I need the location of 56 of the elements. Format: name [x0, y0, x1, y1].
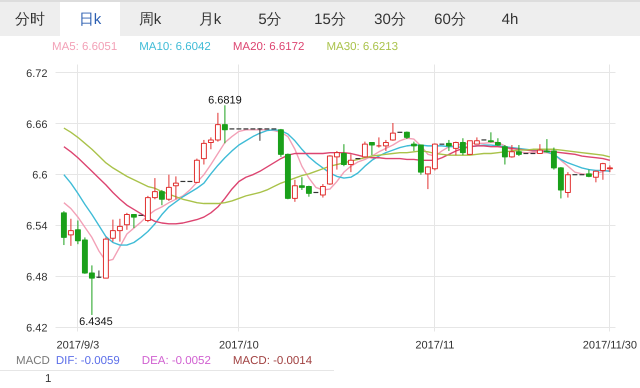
text: MA5: 6.6051	[52, 41, 118, 53]
candlestick	[166, 174, 172, 202]
candlestick	[536, 144, 543, 154]
text: MACD	[16, 355, 50, 367]
text: 日k	[60, 2, 120, 38]
candlestick	[200, 139, 207, 166]
candlestick	[172, 176, 179, 200]
text: 15分	[313, 10, 347, 30]
text: MACD: -0.0014	[232, 355, 312, 367]
candlestick	[340, 144, 347, 167]
text: 5分	[257, 10, 283, 30]
x-tick-label: 2017/10	[219, 340, 259, 352]
text: DEA: -0.0052	[142, 355, 211, 367]
candlestick	[368, 142, 375, 156]
annotation: 6.6819	[208, 94, 242, 106]
text: DIF: -0.0059	[56, 355, 120, 367]
text: MA20: 6.6172	[232, 41, 304, 53]
text: 30分	[373, 10, 407, 30]
candlestick	[446, 139, 452, 152]
text: 60分	[433, 10, 467, 30]
candlestick	[158, 189, 165, 206]
candlestick	[194, 158, 200, 184]
y-tick-label: 6.48	[26, 271, 48, 284]
candlestick	[452, 141, 459, 156]
candlestick	[592, 170, 599, 183]
candlestick	[508, 144, 515, 158]
text: 分时	[14, 10, 46, 30]
text: 4h	[500, 10, 520, 30]
y-tick-label: 6.42	[26, 322, 48, 334]
candlestick	[564, 172, 571, 198]
candlestick	[362, 141, 368, 158]
text: 月k	[198, 10, 222, 30]
text: 1	[0, 371, 334, 388]
candlestick	[390, 122, 396, 142]
y-tick-label: 6.66	[26, 118, 48, 131]
candlestick	[68, 218, 74, 246]
y-tick-label: 6.72	[26, 68, 48, 80]
candlestick	[348, 154, 354, 173]
candlestick	[516, 144, 522, 157]
candlestick	[130, 214, 137, 229]
text: MA30: 6.6213	[326, 41, 398, 53]
line-series	[63, 127, 611, 204]
candlestick	[124, 212, 130, 230]
candlestick	[320, 184, 326, 198]
candlestick	[502, 144, 508, 166]
text: 周k	[138, 10, 162, 30]
text: MA10: 6.6042	[139, 41, 211, 53]
candlestick	[222, 104, 228, 144]
annotation: 6.4345	[79, 316, 113, 328]
y-tick-label: 6.6	[32, 170, 48, 182]
x-tick-label: 2017/9/3	[56, 340, 100, 352]
x-tick-label: 2017/11/30	[582, 340, 638, 352]
candlestick	[292, 179, 298, 202]
y-tick-label: 6.54	[26, 220, 48, 233]
candlestick	[460, 138, 466, 156]
x-tick-label: 2017/11	[415, 340, 454, 352]
